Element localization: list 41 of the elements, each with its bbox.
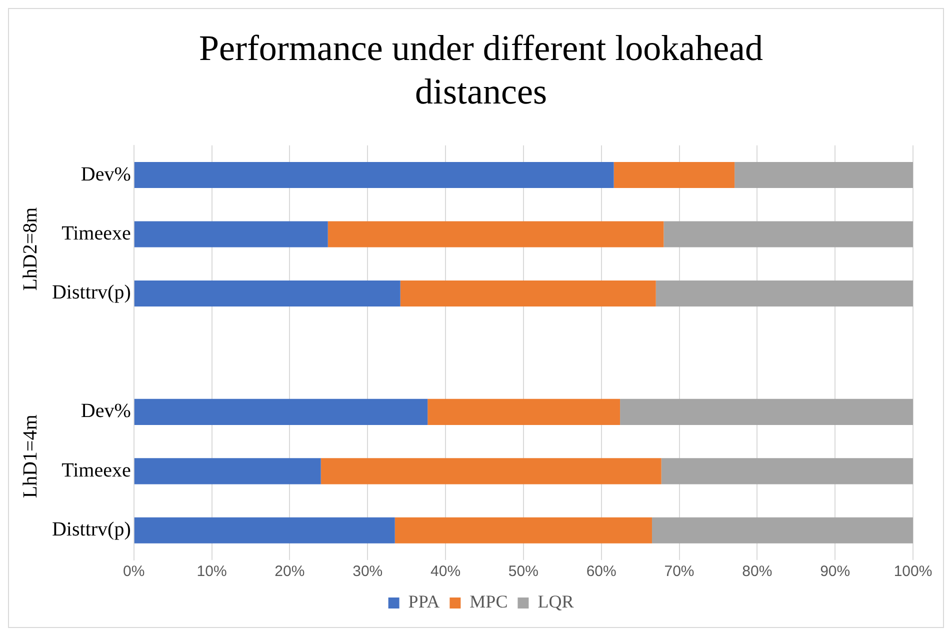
bar — [734, 162, 913, 188]
bar — [134, 221, 328, 248]
bar — [400, 280, 656, 306]
y-tick-label: Disttrv(p) — [52, 282, 131, 304]
bar — [652, 517, 913, 544]
bar — [134, 280, 400, 306]
chart-title: Performance under different lookahead distances — [198, 28, 764, 112]
legend-label: PPA — [408, 592, 440, 612]
x-tick-label: 90% — [820, 563, 850, 580]
bar — [328, 221, 664, 248]
bar — [614, 162, 735, 188]
y-tick-label: Timeexe — [62, 222, 131, 244]
bar — [656, 280, 913, 306]
bar — [394, 517, 652, 544]
text: LhD2=8m — [19, 206, 42, 291]
y-tick-label: Dev% — [80, 163, 131, 186]
x-tick-label: 80% — [742, 563, 772, 580]
bar — [620, 398, 913, 425]
bar — [134, 162, 614, 188]
bar — [134, 517, 395, 544]
y-tick-label: Dev% — [80, 400, 131, 422]
legend-label: LQR — [538, 592, 574, 612]
x-tick-label: 40% — [430, 563, 461, 580]
x-tick-label: 20% — [274, 563, 305, 580]
bar — [428, 398, 620, 425]
x-tick-label: 30% — [352, 563, 383, 580]
bar — [320, 458, 662, 484]
y-tick-label: Timeexe — [62, 459, 131, 482]
x-tick-label: 100% — [894, 563, 932, 580]
bar — [134, 458, 321, 484]
text: LhD1=4m — [19, 414, 42, 498]
x-tick-label: 50% — [508, 563, 538, 580]
x-tick-label: 10% — [196, 563, 227, 580]
bar — [661, 458, 913, 484]
x-tick-label: 70% — [664, 563, 694, 580]
bar — [134, 398, 428, 425]
x-tick-label: 0% — [123, 563, 145, 580]
bar — [664, 221, 913, 248]
y-tick-label: Disttrv(p) — [52, 518, 131, 541]
x-tick-label: 60% — [586, 563, 616, 580]
legend-label: MPC — [470, 592, 508, 612]
